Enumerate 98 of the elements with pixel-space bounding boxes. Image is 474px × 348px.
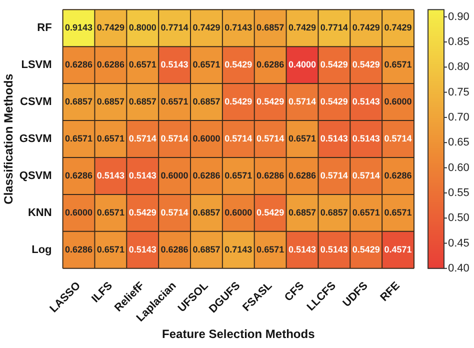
color-bar-label: 0.55 (448, 186, 470, 199)
data-label: 0.5429 (352, 244, 380, 254)
color-bar-label: 0.40 (448, 262, 470, 274)
data-label: 0.5429 (224, 96, 252, 107)
data-label: 0.5714 (288, 96, 316, 107)
y-tick-label: KNN (28, 206, 52, 219)
data-label: 0.7143 (224, 244, 252, 254)
color-bar-label: 0.70 (448, 111, 470, 124)
data-label: 0.6286 (384, 170, 412, 180)
data-label: 0.6571 (384, 60, 412, 70)
data-label: 0.6857 (96, 96, 124, 107)
data-label: 0.5714 (128, 133, 156, 144)
y-tick-label: GSVM (19, 133, 52, 146)
color-bar-label: 0.50 (448, 212, 470, 224)
data-label: 0.5429 (256, 207, 284, 218)
color-bar-label: 0.80 (448, 61, 470, 74)
data-label: 0.5143 (288, 244, 316, 254)
data-label: 0.6286 (256, 60, 284, 70)
data-label: 0.7429 (288, 22, 316, 33)
data-label: 0.6571 (192, 60, 220, 70)
data-label: 0.6571 (288, 133, 316, 144)
data-label: 0.4000 (288, 60, 316, 70)
data-label: 0.9143 (64, 22, 93, 33)
color-bar-label: 0.75 (448, 86, 470, 98)
data-label: 0.5714 (384, 133, 412, 144)
data-label: 0.6000 (192, 133, 220, 144)
data-label: 0.4571 (384, 244, 412, 254)
data-label: 0.6857 (288, 207, 316, 218)
data-label: 0.5714 (320, 170, 348, 180)
color-bar-label: 0.85 (448, 36, 470, 48)
data-label: 0.6286 (288, 170, 316, 180)
data-label: 0.6286 (160, 244, 188, 254)
data-label: 0.6857 (128, 96, 156, 107)
data-label: 0.6857 (256, 22, 284, 33)
y-tick-label: CSVM (20, 96, 52, 108)
y-axis-title: Classification Methods (2, 73, 16, 204)
data-label: 0.6857 (192, 207, 220, 218)
data-label: 0.6000 (224, 207, 252, 218)
data-label: 0.7714 (160, 22, 188, 33)
data-label: 0.5143 (128, 170, 156, 180)
color-bar-label: 0.45 (448, 237, 470, 250)
data-label: 0.6571 (64, 133, 93, 144)
data-label: 0.5714 (256, 133, 284, 144)
data-label: 0.7429 (192, 22, 220, 33)
x-axis-title: Feature Selection Methods (162, 327, 316, 342)
data-label: 0.6286 (96, 60, 124, 70)
data-label: 0.5714 (224, 133, 252, 144)
data-label: 0.6000 (64, 207, 93, 218)
data-label: 0.5143 (352, 133, 380, 144)
data-label: 0.5143 (96, 170, 124, 180)
data-label: 0.5714 (352, 170, 380, 180)
data-label: 0.5143 (320, 244, 348, 254)
y-tick-label: RF (37, 22, 52, 34)
data-label: 0.6571 (96, 133, 124, 144)
data-label: 0.6857 (320, 207, 348, 218)
data-label: 0.6857 (64, 96, 93, 107)
data-label: 0.6571 (352, 207, 380, 218)
color-bar-label: 0.60 (448, 162, 470, 174)
data-label: 0.7714 (320, 22, 348, 33)
y-tick-label: Log (32, 244, 52, 256)
data-label: 0.5143 (320, 133, 348, 144)
data-label: 0.5429 (320, 96, 348, 107)
data-label: 0.6286 (256, 170, 284, 180)
data-label: 0.6571 (256, 244, 284, 254)
data-label: 0.6571 (96, 207, 124, 218)
data-label: 0.7143 (224, 22, 252, 33)
y-tick-label: LSVM (21, 59, 52, 72)
x-tick-label: CFS (282, 280, 307, 304)
data-label: 0.6286 (64, 60, 93, 70)
y-tick-label: QSVM (19, 170, 52, 182)
data-label: 0.7429 (96, 22, 124, 33)
data-label: 0.7429 (352, 22, 380, 33)
data-label: 0.5429 (352, 60, 380, 70)
data-label: 0.5429 (224, 60, 252, 70)
data-label: 0.5143 (160, 60, 188, 70)
data-label: 0.6857 (192, 96, 220, 107)
data-label: 0.6000 (384, 96, 412, 107)
data-label: 0.5714 (160, 133, 188, 144)
data-label: 0.5429 (128, 207, 156, 218)
data-label: 0.6286 (64, 170, 93, 180)
color-bar-label: 0.90 (448, 10, 470, 23)
data-label: 0.5714 (160, 207, 188, 218)
data-label: 0.6857 (192, 244, 220, 254)
data-label: 0.6000 (160, 170, 188, 180)
data-label: 0.5429 (320, 60, 348, 70)
data-label: 0.7429 (384, 22, 412, 33)
data-label: 0.5143 (128, 244, 156, 254)
data-label: 0.6571 (160, 96, 188, 107)
data-label: 0.6571 (224, 170, 252, 180)
data-label: 0.6571 (384, 207, 412, 218)
data-label: 0.8000 (128, 22, 156, 33)
data-label: 0.6286 (64, 244, 93, 254)
data-label: 0.5143 (352, 96, 380, 107)
data-label: 0.6571 (96, 244, 124, 254)
data-label: 0.6571 (128, 60, 156, 70)
data-label: 0.6286 (192, 170, 220, 180)
color-bar-label: 0.65 (448, 136, 470, 149)
data-label: 0.5429 (256, 96, 284, 107)
